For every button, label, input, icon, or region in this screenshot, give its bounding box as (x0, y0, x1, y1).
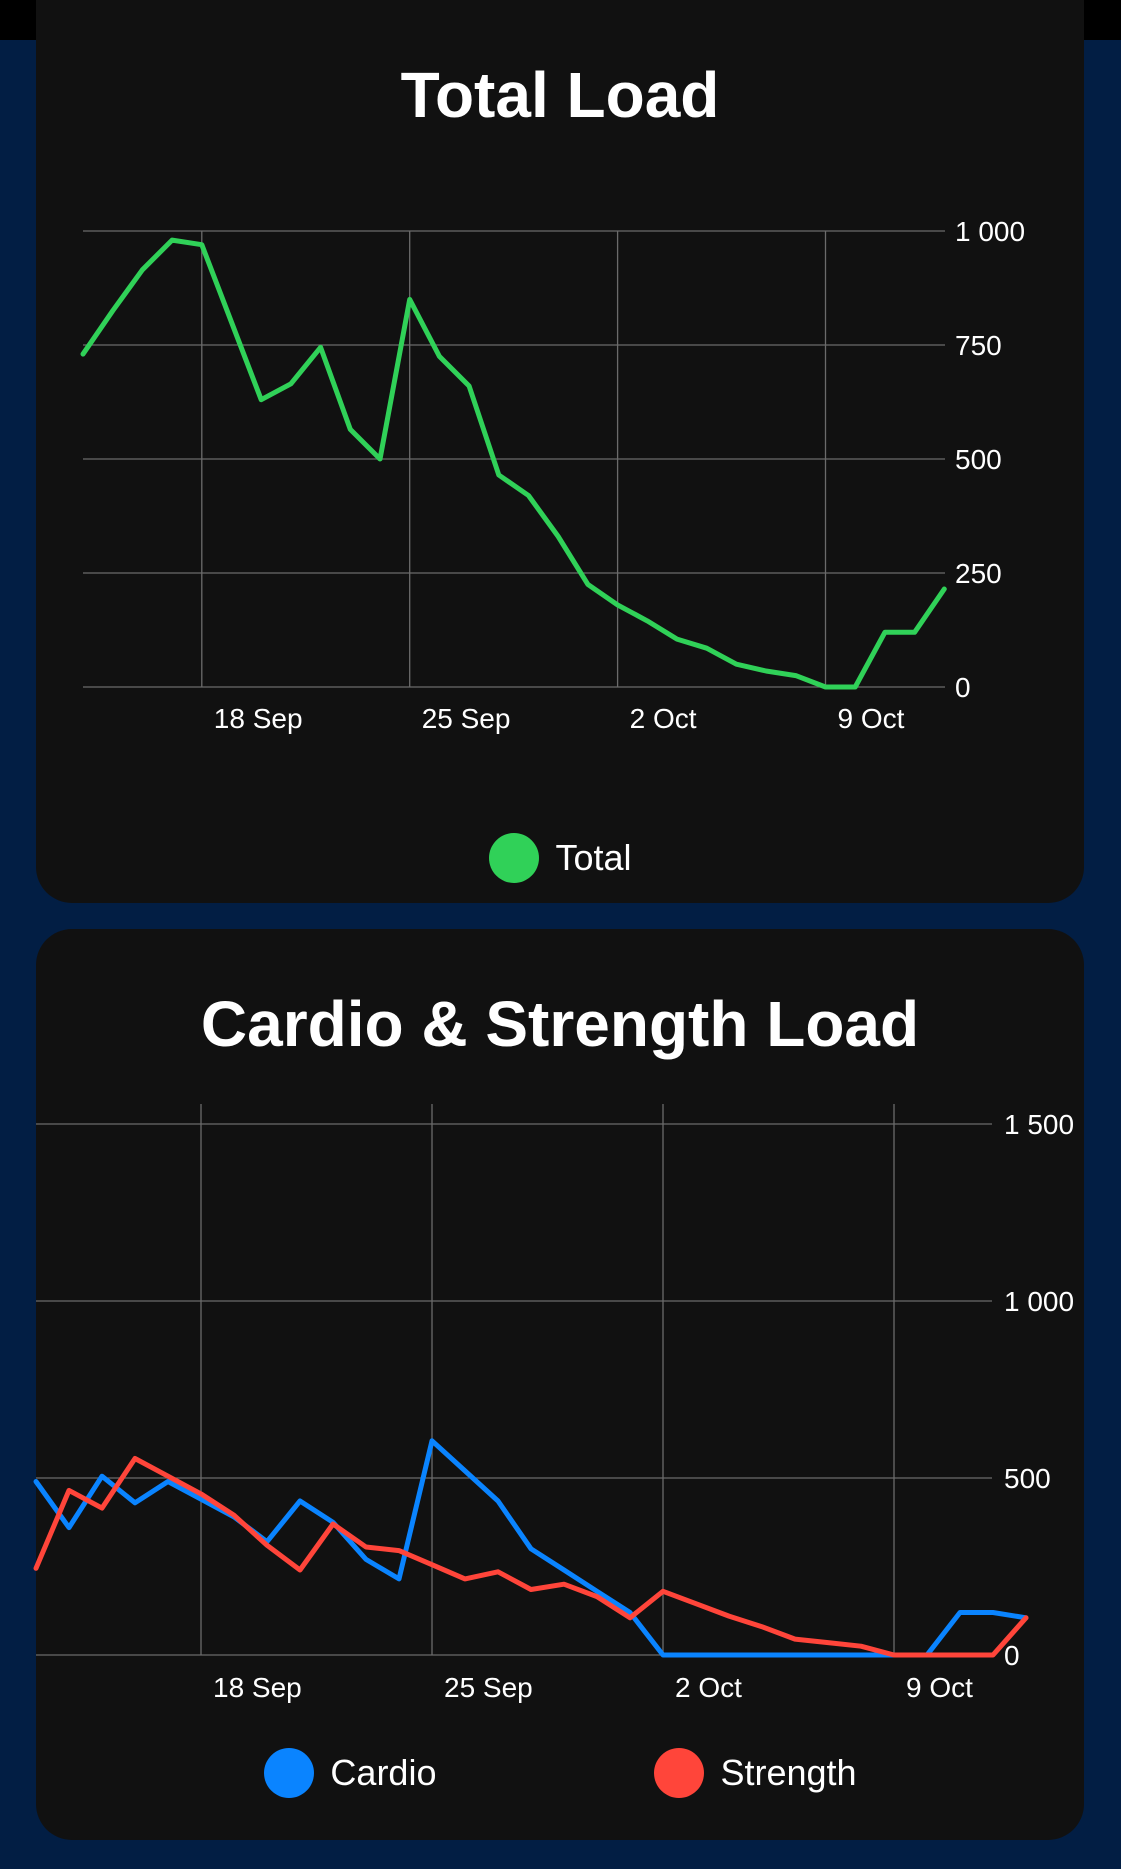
legend-label: Total (555, 837, 632, 878)
series-line-total (80, 237, 947, 690)
x-tick-label: 18 Sep (213, 1672, 302, 1703)
x-tick-label: 2 Oct (675, 1672, 742, 1703)
legend-item-cardio: Cardio (264, 1748, 436, 1798)
y-tick-label: 500 (955, 444, 1002, 475)
legend-label: Strength (720, 1752, 857, 1793)
series-line-strength (33, 1456, 1029, 1658)
x-tick-label: 2 Oct (630, 703, 697, 734)
total-load-legend: Total (0, 833, 1121, 883)
y-tick-label: 500 (1004, 1463, 1051, 1494)
y-tick-label: 0 (955, 672, 971, 703)
legend-swatch (264, 1748, 315, 1798)
x-tick-label: 25 Sep (422, 703, 511, 734)
y-tick-label: 250 (955, 558, 1002, 589)
y-tick-label: 0 (1004, 1640, 1020, 1671)
legend-item-strength: Strength (654, 1748, 857, 1798)
y-tick-label: 750 (955, 330, 1002, 361)
x-tick-label: 18 Sep (214, 703, 303, 734)
y-tick-label: 1 500 (1004, 1109, 1074, 1140)
chart-title: Cardio & Strength Load (200, 988, 920, 1060)
legend-label: Cardio (330, 1752, 437, 1793)
x-tick-label: 9 Oct (906, 1672, 973, 1703)
cardio-strength-load-card: Cardio & Strength Load (36, 929, 1084, 1840)
total-load-card: Total Load (36, 0, 1084, 903)
y-tick-label: 1 000 (955, 216, 1025, 247)
legend-item-total: Total (489, 833, 632, 883)
x-tick-label: 25 Sep (444, 1672, 533, 1703)
x-tick-label: 9 Oct (838, 703, 905, 734)
cardio-strength-legend: Cardio Strength (0, 1748, 1121, 1798)
y-tick-label: 1 000 (1004, 1286, 1074, 1317)
legend-swatch (489, 833, 540, 883)
chart-title: Total Load (400, 59, 720, 131)
legend-swatch (654, 1748, 705, 1798)
series-line-cardio (33, 1438, 1029, 1658)
